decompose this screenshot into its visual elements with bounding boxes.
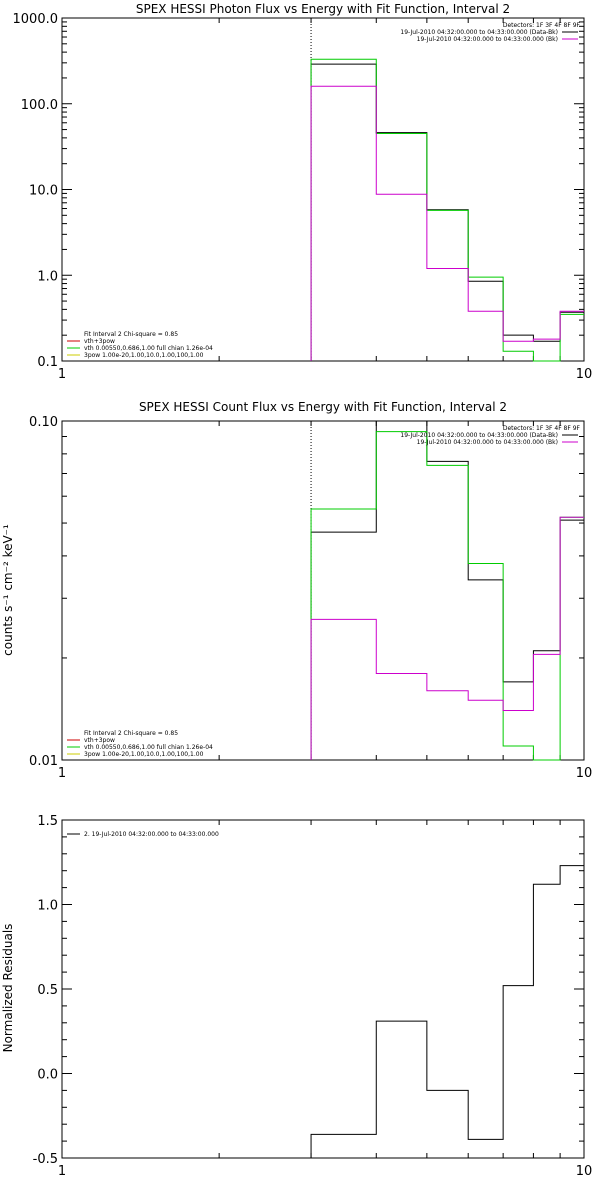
x-tick-label: 1 xyxy=(58,367,66,382)
y-tick-label: 0.5 xyxy=(37,983,58,998)
legend-label: Fit Interval 2 Chi-square = 0.85 xyxy=(84,331,178,338)
y-tick-label: 1.5 xyxy=(37,814,58,829)
y-axis-label: counts s⁻¹ cm⁻² keV⁻¹ xyxy=(1,524,15,656)
header-line: 19-Jul-2010 04:32:00.000 to 04:33:00.000… xyxy=(400,432,558,439)
series-line xyxy=(310,516,584,760)
legend-label: Fit Interval 2 Chi-square = 0.85 xyxy=(84,730,178,737)
x-tick-label: 10 xyxy=(576,766,593,781)
header-line: 19-Jul-2010 04:32:00.000 to 04:33:00.000… xyxy=(400,29,558,36)
header-line: 19-Jul-2010 04:32:00.000 to 04:33:00.000… xyxy=(417,36,558,43)
legend-label: vth+3pow xyxy=(84,338,115,345)
header-line: 19-Jul-2010 04:32:00.000 to 04:33:00.000… xyxy=(417,439,558,446)
legend-label: 3pow 1.00e-20,1.00,10.0,1.00,100,1.00 xyxy=(84,352,204,359)
x-tick-label: 1 xyxy=(58,1164,66,1179)
plot-frame xyxy=(61,420,585,761)
x-tick-label: 1 xyxy=(58,766,66,781)
series-line xyxy=(310,58,584,362)
x-tick-label: 10 xyxy=(576,367,593,382)
y-tick-label: -0.5 xyxy=(33,1152,58,1167)
chart-title: SPEX HESSI Count Flux vs Energy with Fit… xyxy=(139,400,507,414)
plot-frame xyxy=(61,819,585,1159)
header-line: Detectors: 1F 3F 4F 8F 9F xyxy=(503,425,581,432)
series-line xyxy=(310,63,584,361)
panel-count-flux: SPEX HESSI Count Flux vs Energy with Fit… xyxy=(1,400,592,781)
legend-label: vth+3pow xyxy=(84,737,115,744)
series-line xyxy=(310,420,584,760)
series-line xyxy=(310,865,584,1158)
panel-photon-flux: SPEX HESSI Photon Flux vs Energy with Fi… xyxy=(13,2,593,382)
y-tick-label: 0.0 xyxy=(37,1068,58,1083)
series-line xyxy=(310,85,584,361)
y-tick-label: 1.0 xyxy=(37,899,58,914)
header-line: Detectors: 1F 3F 4F 8F 9F xyxy=(503,22,581,29)
y-tick-label: 0.1 xyxy=(37,355,58,370)
panel-residuals: Normalized Residuals 1 10 -0.5 0.0 0.5 1.0 1.5… xyxy=(1,814,592,1179)
plot-frame xyxy=(61,17,585,362)
y-tick-label: 1000.0 xyxy=(13,12,59,27)
series-line xyxy=(310,431,584,761)
chart-title: SPEX HESSI Photon Flux vs Energy with Fi… xyxy=(136,2,510,16)
legend-label: 2. 19-Jul-2010 04:32:00.000 to 04:33:00.… xyxy=(84,831,219,838)
y-tick-label: 1.0 xyxy=(37,269,58,284)
legend-label: vth 0.00550,0.686,1.00 full chian 1.26e-… xyxy=(84,744,213,751)
y-tick-label: 0.10 xyxy=(29,415,58,430)
y-tick-label: 100.0 xyxy=(21,98,58,113)
y-tick-label: 10.0 xyxy=(29,184,58,199)
y-axis-label: Normalized Residuals xyxy=(1,924,15,1053)
y-tick-label: 0.01 xyxy=(29,754,58,769)
x-tick-label: 10 xyxy=(576,1164,593,1179)
legend-label: 3pow 1.00e-20,1.00,10.0,1.00,100,1.00 xyxy=(84,751,204,758)
legend-label: vth 0.00550,0.686,1.00 full chian 1.26e-… xyxy=(84,345,213,352)
